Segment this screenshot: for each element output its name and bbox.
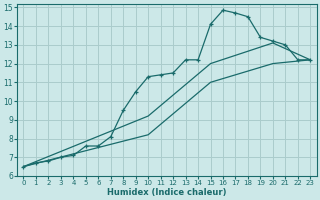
X-axis label: Humidex (Indice chaleur): Humidex (Indice chaleur) bbox=[107, 188, 227, 197]
